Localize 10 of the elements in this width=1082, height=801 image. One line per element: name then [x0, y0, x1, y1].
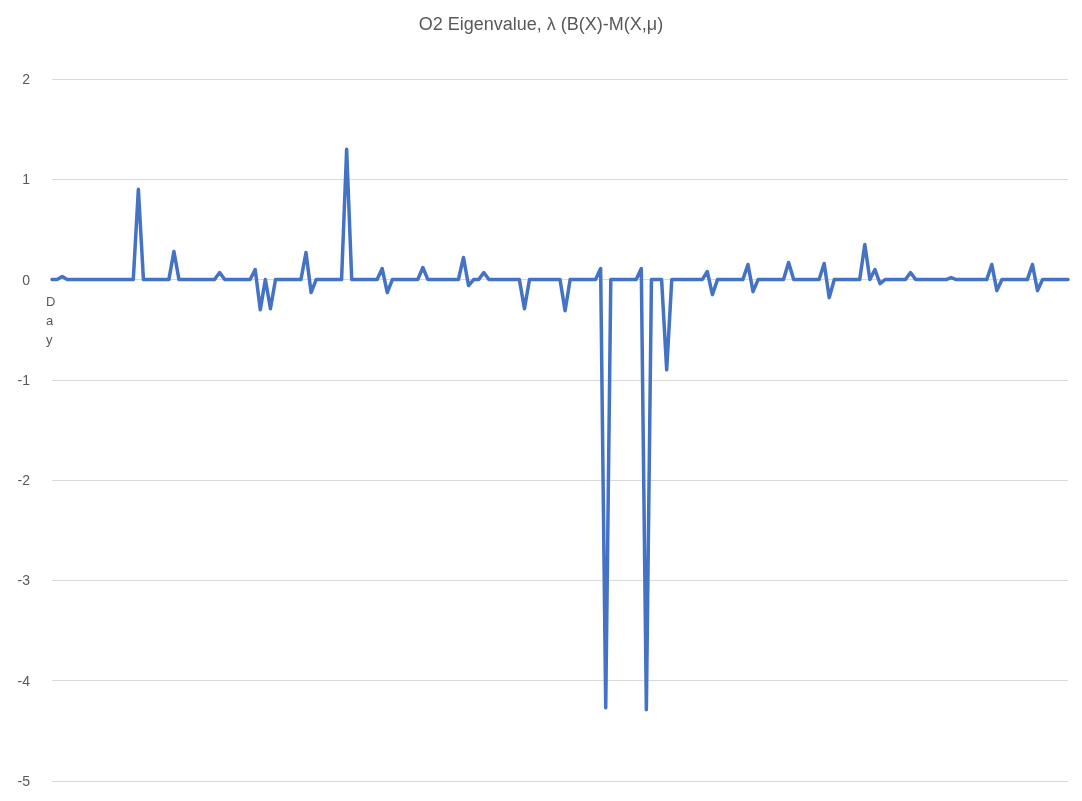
y-tick-label: -5	[17, 773, 31, 789]
y-tick-label: -1	[17, 371, 31, 388]
x-axis-title: Day	[46, 294, 56, 347]
y-tick-label: -3	[17, 572, 31, 589]
chart-title: O2 Eigenvalue, λ (B(X)-M(X,μ)	[418, 14, 664, 34]
y-tick-label: 0	[22, 271, 31, 288]
y-tick-label: 1	[22, 171, 31, 188]
y-tick-label: 2	[22, 71, 31, 87]
y-tick-label: -2	[17, 472, 31, 489]
y-tick-label: -4	[17, 672, 31, 689]
